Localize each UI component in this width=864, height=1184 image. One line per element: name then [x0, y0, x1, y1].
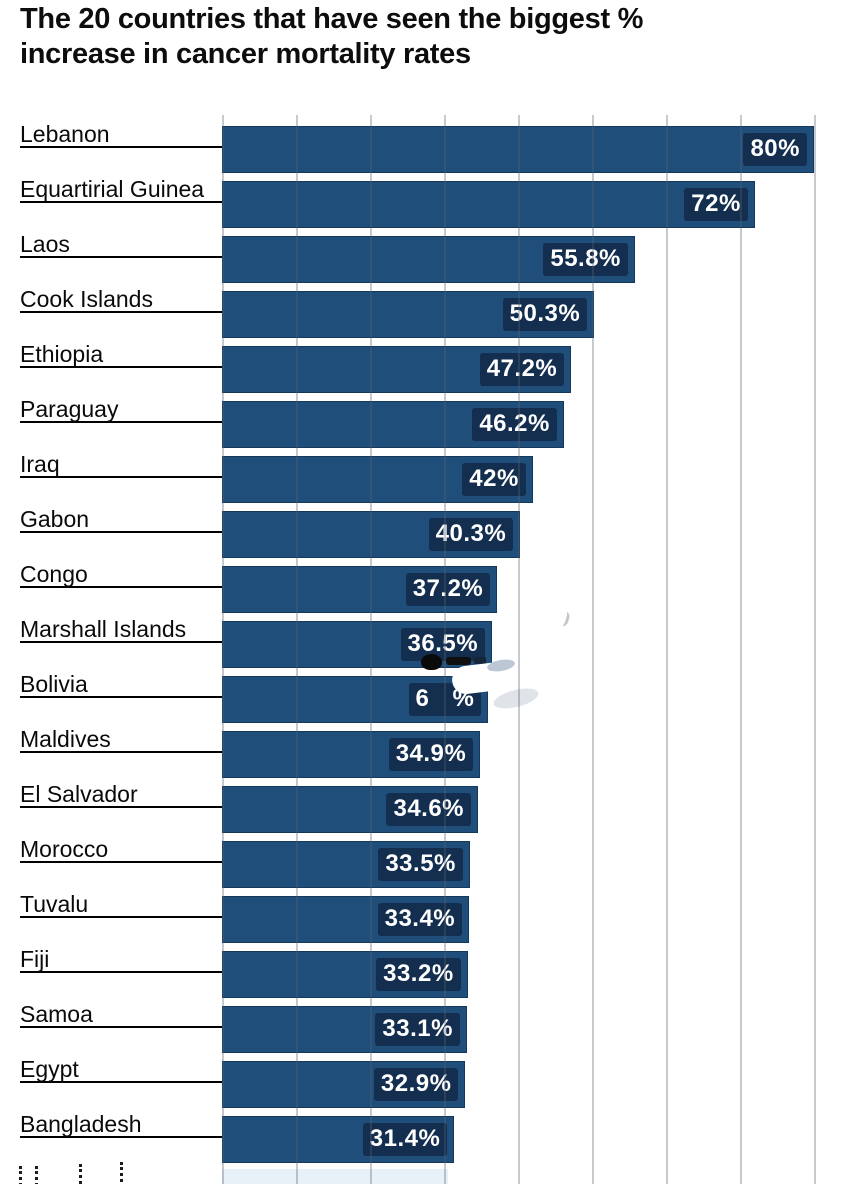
country-label: Bangladesh	[20, 1112, 222, 1138]
chart-row: Iraq 42%	[0, 452, 864, 507]
country-label: Gabon	[20, 507, 222, 533]
chart-row: Maldives 34.9%	[0, 727, 864, 782]
country-label: Congo	[20, 562, 222, 588]
cropped-bar-sliver	[222, 1169, 448, 1184]
country-label: Egypt	[20, 1057, 222, 1083]
country-label: Marshall Islands	[20, 617, 222, 643]
bar: 50.3%	[222, 291, 595, 338]
bar: 46.2%	[222, 401, 564, 448]
chart-title-line-2: increase in cancer mortality rates	[20, 38, 471, 70]
cropped-label-mark	[19, 1166, 22, 1184]
country-label: Bolivia	[20, 672, 222, 698]
bar: 33.2%	[222, 951, 468, 998]
bar: 33.4%	[222, 896, 470, 943]
chart-row: Laos 55.8%	[0, 232, 864, 287]
bar: 42%	[222, 456, 533, 503]
value-label: 72%	[684, 188, 748, 221]
country-label: Equartirial Guinea	[20, 177, 222, 203]
bar: 6 %	[222, 676, 489, 723]
value-label: 33.4%	[377, 903, 463, 936]
bar: 33.5%	[222, 841, 470, 888]
artifact-black-smudge	[446, 657, 471, 665]
chart-title: The 20 countries that have seen the bigg…	[20, 2, 643, 72]
chart-title-line-1: The 20 countries that have seen the bigg…	[20, 3, 644, 35]
value-label: 40.3%	[428, 518, 514, 551]
value-label: 36.5%	[400, 628, 486, 661]
country-label: Iraq	[20, 452, 222, 478]
country-label: El Salvador	[20, 782, 222, 808]
artifact-black-smudge	[421, 654, 442, 670]
chart-row: Bolivia 6 %	[0, 672, 864, 727]
cropped-label-mark	[120, 1162, 123, 1182]
value-label: 33.2%	[376, 958, 461, 991]
chart-row: Cook Islands 50.3%	[0, 287, 864, 342]
country-label: Paraguay	[20, 397, 222, 423]
bar: 32.9%	[222, 1061, 466, 1108]
bar: 34.9%	[222, 731, 481, 778]
value-label: 46.2%	[472, 408, 557, 441]
country-label: Samoa	[20, 1002, 222, 1028]
country-label: Maldives	[20, 727, 222, 753]
cropped-label-mark	[79, 1164, 82, 1184]
country-label: Fiji	[20, 947, 222, 973]
bar: 37.2%	[222, 566, 498, 613]
value-label: 34.9%	[388, 738, 474, 771]
bar: 55.8%	[222, 236, 635, 283]
chart-row: Fiji 33.2%	[0, 947, 864, 1002]
value-label: 42%	[462, 463, 526, 496]
chart-row: Equartirial Guinea 72%	[0, 177, 864, 232]
cropped-label-mark	[35, 1166, 38, 1184]
value-label: 50.3%	[502, 298, 588, 331]
chart-row: Ethiopia 47.2%	[0, 342, 864, 397]
chart-row: Bangladesh 31.4%	[0, 1112, 864, 1167]
value-label: 47.2%	[479, 353, 565, 386]
value-label: 33.5%	[378, 848, 463, 881]
value-label: 55.8%	[543, 243, 628, 276]
value-label: 80%	[743, 133, 807, 166]
bar: 47.2%	[222, 346, 572, 393]
bar: 40.3%	[222, 511, 521, 558]
value-label: 31.4%	[362, 1123, 448, 1156]
chart-row: Morocco 33.5%	[0, 837, 864, 892]
country-label: Lebanon	[20, 122, 222, 148]
chart-row: Samoa 33.1%	[0, 1002, 864, 1057]
bar: 33.1%	[222, 1006, 467, 1053]
country-label: Ethiopia	[20, 342, 222, 368]
country-label: Cook Islands	[20, 287, 222, 313]
value-label: 34.6%	[386, 793, 472, 826]
chart-row: Tuvalu 33.4%	[0, 892, 864, 947]
chart-row: Gabon 40.3%	[0, 507, 864, 562]
country-label: Laos	[20, 232, 222, 258]
chart-row: Egypt 32.9%	[0, 1057, 864, 1112]
chart-row: Paraguay 46.2%	[0, 397, 864, 452]
bar: 72%	[222, 181, 755, 228]
country-label: Morocco	[20, 837, 222, 863]
chart-row: Congo 37.2%	[0, 562, 864, 617]
chart-row: Lebanon 80%	[0, 122, 864, 177]
value-label: 37.2%	[405, 573, 491, 606]
bar: 34.6%	[222, 786, 479, 833]
value-label: 33.1%	[375, 1013, 460, 1046]
value-label: 32.9%	[373, 1068, 459, 1101]
chart-row: El Salvador 34.6%	[0, 782, 864, 837]
bar: 80%	[222, 126, 814, 173]
bar: 31.4%	[222, 1116, 455, 1163]
artifact-black-smudge	[474, 657, 486, 664]
country-label: Tuvalu	[20, 892, 222, 918]
